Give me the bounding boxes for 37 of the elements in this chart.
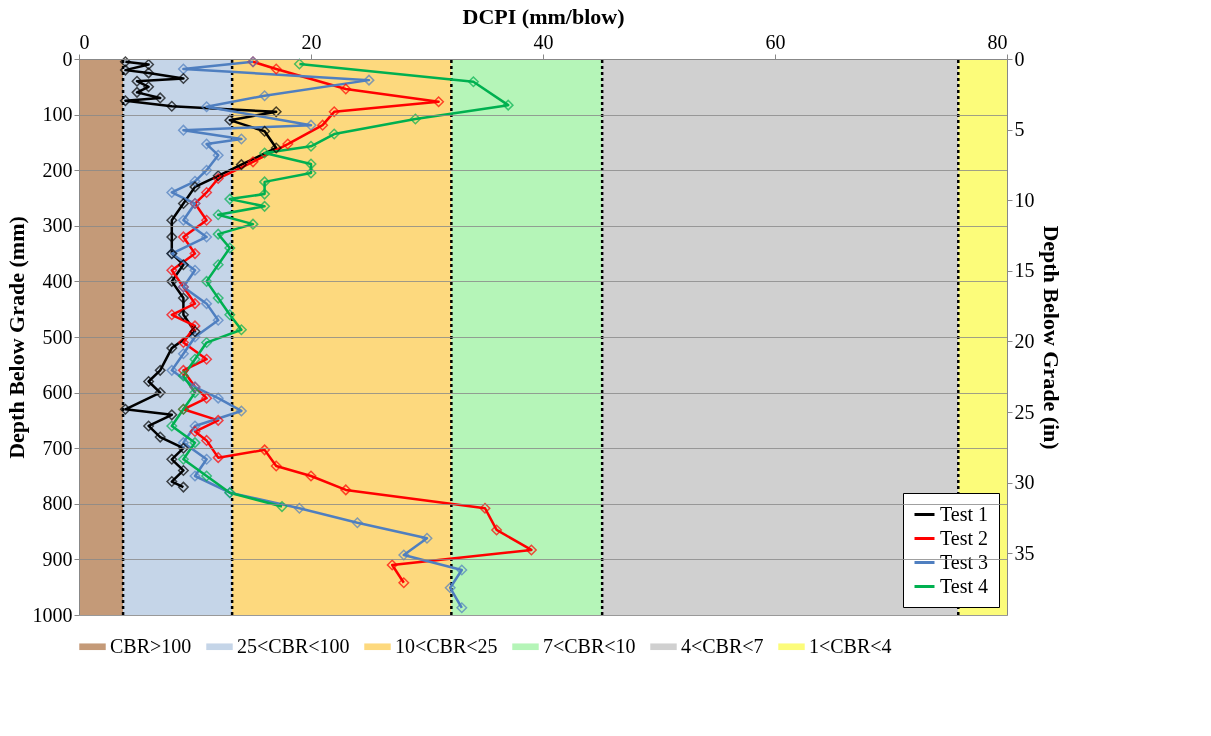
y2-axis-title: Depth Below Grade (in) xyxy=(1038,225,1064,450)
y-tick-label: 1000 xyxy=(32,603,73,626)
y2-tick-label: 35 xyxy=(1014,541,1035,564)
y2-tick-label: 25 xyxy=(1014,400,1035,423)
x-tick-label: 20 xyxy=(301,30,322,53)
y-tick-label: 800 xyxy=(42,492,73,515)
legend-label: Test 4 xyxy=(940,574,989,597)
x-tick-label: 80 xyxy=(987,30,1008,53)
y-tick-label: 700 xyxy=(42,436,73,459)
y-tick-label: 200 xyxy=(42,158,73,181)
x-axis-title: DCPI (mm/blow) xyxy=(462,3,625,29)
legend-label: Test 2 xyxy=(940,526,989,549)
legend-label: CBR>100 xyxy=(110,634,192,657)
legend-label: 1<CBR<4 xyxy=(809,634,892,657)
legend-label: Test 1 xyxy=(940,502,989,525)
y2-tick-label: 20 xyxy=(1014,329,1035,352)
y-tick-label: 100 xyxy=(42,103,73,126)
x-tick-label: 60 xyxy=(765,30,786,53)
legend-label: 25<CBR<100 xyxy=(237,634,350,657)
y2-tick-label: 30 xyxy=(1014,471,1035,494)
legend-label: 10<CBR<25 xyxy=(395,634,498,657)
y-tick-label: 300 xyxy=(42,214,73,237)
y-tick-label: 900 xyxy=(42,547,73,570)
y2-tick-label: 15 xyxy=(1014,259,1035,282)
legend-label: 4<CBR<7 xyxy=(681,634,764,657)
x-tick-label: 40 xyxy=(533,30,554,53)
x-tick-label: 0 xyxy=(79,30,90,53)
legend-label: 7<CBR<10 xyxy=(543,634,636,657)
y-tick-label: 0 xyxy=(62,47,73,70)
y-tick-label: 600 xyxy=(42,381,73,404)
y-tick-label: 500 xyxy=(42,325,73,348)
y2-tick-label: 0 xyxy=(1014,47,1025,70)
y2-tick-label: 10 xyxy=(1014,188,1035,211)
y-tick-label: 400 xyxy=(42,269,73,292)
legend-label: Test 3 xyxy=(940,550,989,573)
y-axis-title: Depth Below Grade (mm) xyxy=(3,216,29,459)
y2-tick-label: 5 xyxy=(1014,118,1025,141)
